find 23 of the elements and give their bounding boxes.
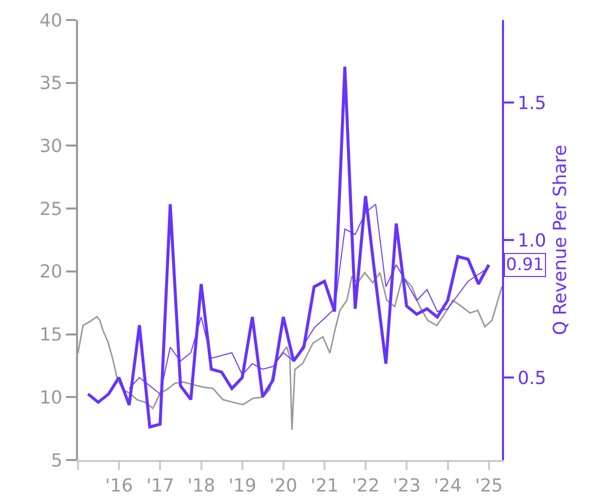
y2-tick-label: 1.0	[518, 230, 546, 252]
x-tick-label: '18	[187, 476, 216, 497]
y-tick-label: 25	[39, 198, 62, 220]
y-tick-label: 15	[39, 324, 62, 346]
y2-axis-title: Q Revenue Per Share	[550, 144, 571, 336]
y-tick-label: 35	[39, 73, 62, 94]
x-tick-label: '17	[146, 476, 174, 497]
y-tick-label: 5	[50, 450, 62, 472]
x-tick-label: '16	[105, 476, 133, 497]
x-tick-label: '20	[269, 476, 298, 497]
y2-tick-label: 1.5	[518, 92, 546, 114]
y-tick-label: 40	[39, 10, 62, 32]
x-tick-label: '22	[352, 476, 380, 497]
y-tick-label: 30	[39, 136, 62, 158]
x-tick-label: '25	[475, 476, 503, 497]
text: 0.91	[506, 255, 544, 275]
y-tick-label: 20	[39, 262, 62, 283]
y2-tick-label: 0.5	[518, 368, 546, 389]
y-tick-label: 10	[39, 387, 62, 408]
x-tick-label: '21	[310, 476, 339, 497]
x-tick-label: '23	[392, 476, 421, 497]
x-tick-label: '24	[434, 476, 462, 497]
x-tick-label: '19	[228, 476, 256, 497]
